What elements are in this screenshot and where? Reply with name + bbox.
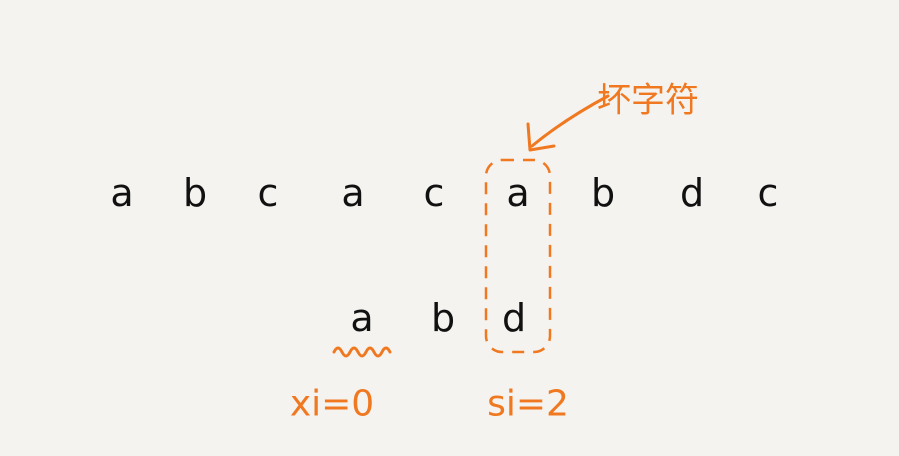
- pattern-char: a: [350, 296, 374, 340]
- bad-character-label: 坏字符: [597, 80, 699, 121]
- xi-label: xi=0: [289, 383, 375, 425]
- main-string-char: c: [257, 171, 279, 215]
- si-label: si=2: [487, 383, 569, 425]
- callout-arrow-icon: [530, 94, 610, 148]
- main-string-char: d: [679, 171, 705, 215]
- main-string-char: c: [757, 171, 779, 215]
- wavy-underline-icon: [332, 346, 392, 358]
- main-string-char: a: [110, 171, 134, 215]
- callout-arrowhead-icon: [526, 122, 556, 152]
- bad-character: a: [506, 171, 530, 215]
- pattern-char: b: [430, 296, 456, 340]
- main-string-char: a: [341, 171, 365, 215]
- main-string-char: b: [590, 171, 616, 215]
- main-string-char: c: [423, 171, 445, 215]
- bad-character-highlight-box: [484, 158, 552, 354]
- pattern-char: d: [501, 296, 527, 340]
- main-string-char: b: [182, 171, 208, 215]
